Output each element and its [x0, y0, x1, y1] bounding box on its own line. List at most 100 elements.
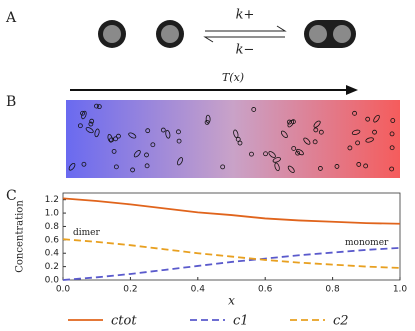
monomer — [251, 107, 257, 112]
dimer — [165, 129, 171, 139]
dimer — [280, 130, 288, 139]
x-tick-label: 1.0 — [393, 285, 408, 295]
dimer — [365, 137, 374, 143]
y-tick-label: 0.6 — [45, 235, 60, 245]
monomer — [130, 167, 135, 173]
y-tick-label: 0.0 — [45, 276, 60, 286]
dimer — [373, 114, 380, 123]
dimer-icon — [304, 20, 356, 48]
monomer — [372, 129, 377, 135]
chart: 0.0 0.2 0.4 0.6 0.8 1.0 1.2 0.0 0.2 0.4 0.6 0.8 1.0 x… — [15, 192, 408, 329]
x-axis-label: x — [228, 294, 235, 308]
y-tick-label: 0.2 — [45, 262, 59, 272]
arrow-head — [346, 85, 358, 95]
monomer — [81, 161, 87, 167]
gradient-box — [66, 100, 400, 178]
y-tick-label: 0.4 — [45, 249, 60, 259]
line-series — [62, 238, 401, 269]
dimer — [296, 148, 304, 156]
annotation: monomer — [345, 238, 389, 248]
particles — [68, 103, 396, 173]
dimer — [107, 134, 113, 143]
monomer — [295, 150, 301, 156]
monomer — [144, 152, 149, 158]
monomer — [355, 140, 361, 146]
monomer — [286, 119, 292, 125]
monomer — [356, 162, 362, 167]
equilibrium-arrows — [203, 25, 287, 43]
legend-label: c1 — [233, 314, 249, 329]
monomer — [352, 110, 357, 116]
monomer — [318, 129, 324, 135]
legend-label: ctot — [111, 314, 137, 329]
monomer — [363, 163, 369, 169]
dimer — [272, 157, 281, 163]
monomer — [389, 131, 395, 137]
y-tick-label: 0.8 — [45, 222, 60, 232]
line-series — [62, 246, 401, 281]
dimer — [128, 132, 137, 139]
monomer — [390, 118, 396, 123]
dimer — [68, 162, 76, 171]
monomer — [317, 166, 323, 171]
y-axis-label: Concentration — [15, 200, 26, 273]
dimer — [287, 119, 295, 128]
monomer — [80, 110, 85, 116]
y-tick-label: 1.2 — [45, 195, 59, 205]
monomer — [313, 127, 319, 133]
annotation: dimer — [73, 228, 101, 238]
x-tick-label: 0.4 — [191, 285, 206, 295]
x-tick-label: 0.8 — [325, 285, 340, 295]
monomer — [89, 118, 95, 124]
monomer — [347, 145, 353, 151]
monomer — [220, 164, 226, 170]
dimer — [274, 162, 280, 172]
plot-frame — [62, 192, 401, 281]
dimer — [268, 151, 276, 158]
x-tick-label: 0.2 — [123, 285, 137, 295]
monomer — [176, 138, 182, 144]
arrow-label: T(x) — [222, 71, 244, 84]
x-tick-label: 0.0 — [56, 285, 71, 295]
dimer — [94, 128, 100, 138]
monomer — [365, 116, 371, 122]
monomer — [145, 128, 151, 134]
monomer — [160, 127, 166, 133]
monomer — [150, 142, 156, 148]
rate-forward: k+ — [236, 8, 255, 23]
dimer — [303, 137, 311, 145]
legend-label: c2 — [333, 314, 349, 329]
panel-label: C — [6, 188, 17, 204]
monomer — [111, 148, 117, 154]
monomer — [94, 103, 99, 109]
monomer — [176, 129, 181, 135]
monomer — [77, 123, 83, 129]
panel-label: B — [6, 94, 16, 110]
dimer — [81, 110, 87, 120]
monomer — [96, 104, 102, 110]
monomer — [113, 136, 118, 142]
monomer — [291, 146, 297, 151]
monomer — [237, 140, 243, 146]
monomer — [88, 121, 94, 127]
dimer — [133, 150, 141, 158]
monomer — [389, 145, 395, 151]
dimer — [177, 157, 183, 166]
monomer — [235, 136, 241, 142]
panel-label: A — [5, 10, 17, 26]
monomer — [263, 151, 268, 157]
monomer-icon — [98, 20, 184, 48]
monomer — [113, 164, 119, 170]
y-tick-label: 1.0 — [45, 209, 60, 219]
dimer — [351, 129, 361, 135]
monomer — [389, 166, 395, 172]
dimer — [85, 127, 94, 134]
line-series — [62, 197, 401, 225]
monomer — [312, 139, 318, 145]
rate-backward: k− — [236, 43, 255, 58]
x-tick-label: 0.6 — [258, 285, 273, 295]
dimer — [287, 165, 295, 173]
monomer — [116, 133, 121, 139]
dimer — [313, 120, 321, 128]
